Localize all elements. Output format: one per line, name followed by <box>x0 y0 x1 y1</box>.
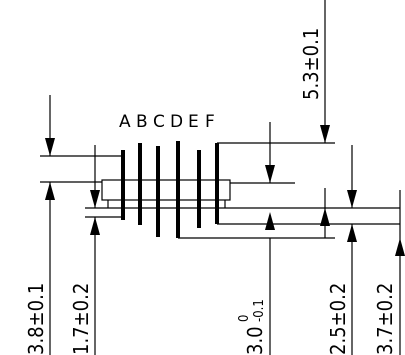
pins <box>121 141 219 238</box>
dimension-2-5: 2.5±0.2 <box>326 145 357 355</box>
dimension-label-1-7: 1.7±0.2 <box>69 283 93 355</box>
dimension-label-3-0-lower: -0.1 <box>252 299 267 322</box>
pin-label-e: E <box>188 112 200 132</box>
pin-label-row: A B C D E F <box>119 112 216 132</box>
dimension-label-5-3: 5.3±0.1 <box>299 28 323 100</box>
pin-label-f: F <box>205 112 216 132</box>
pin-label-a: A <box>119 112 132 132</box>
dimension-3-7: 3.7±0.2 <box>373 190 405 355</box>
extension-lines <box>40 142 400 239</box>
dimension-5-3: 5.3±0.1 <box>299 0 330 238</box>
dimension-label-3-0: 3.0 <box>243 326 267 355</box>
dimension-3-8: 3.8±0.1 <box>24 95 55 355</box>
dimension-3-0: 3.0 0 -0.1 <box>237 122 275 355</box>
connector-body <box>101 179 231 209</box>
dimension-label-3-8: 3.8±0.1 <box>24 283 48 355</box>
dimension-label-2-5: 2.5±0.2 <box>326 283 350 355</box>
pin-label-c: C <box>153 112 166 132</box>
dimension-1-7: 1.7±0.2 <box>69 145 100 355</box>
pin-label-b: B <box>136 112 149 132</box>
connector-housing <box>101 179 231 201</box>
dimension-label-3-0-upper: 0 <box>237 315 252 322</box>
dimension-label-3-7: 3.7±0.2 <box>373 283 397 355</box>
pin-label-d: D <box>170 112 184 132</box>
